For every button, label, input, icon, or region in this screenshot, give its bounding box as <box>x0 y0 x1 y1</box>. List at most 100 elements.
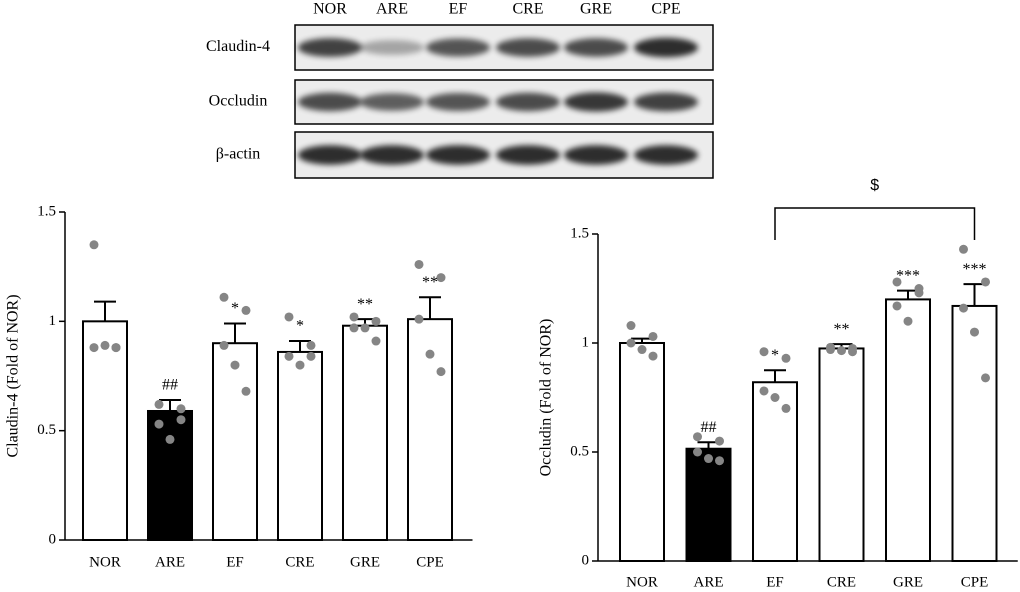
row-label: β-actin <box>216 146 261 163</box>
band <box>634 92 698 112</box>
data-point <box>770 393 780 402</box>
data-point <box>371 336 381 346</box>
data-point <box>284 351 294 361</box>
data-point <box>693 447 702 457</box>
data-point <box>715 456 724 466</box>
data-point <box>959 244 968 254</box>
bar <box>818 347 865 563</box>
band <box>564 38 628 57</box>
data-point <box>89 343 99 353</box>
band <box>634 145 698 165</box>
data-point <box>414 259 424 269</box>
data-point <box>284 312 294 322</box>
x-tick-label: ARE <box>694 574 724 590</box>
bracket-label: $ <box>870 177 879 194</box>
x-tick-label: CPE <box>961 574 989 590</box>
data-point <box>241 305 251 315</box>
x-tick-label: ARE <box>155 554 185 570</box>
x-tick-label: NOR <box>89 554 121 570</box>
band <box>426 38 490 57</box>
data-point <box>903 316 913 326</box>
bar <box>685 447 732 563</box>
data-point <box>626 338 636 348</box>
band <box>496 145 560 165</box>
x-tick-label: EF <box>226 554 244 570</box>
data-point <box>295 360 305 370</box>
data-point <box>648 331 658 341</box>
bar <box>212 342 258 542</box>
data-point <box>837 346 846 356</box>
bar <box>752 381 798 562</box>
significance-label: ** <box>357 296 373 313</box>
data-point <box>165 434 175 444</box>
y-tick-label: 0.5 <box>570 443 589 459</box>
data-point <box>154 399 164 409</box>
western-blot: NOR ARE EF CRE GRE CPE Claudin-4 Occludin β-acti… <box>206 1 714 179</box>
band <box>426 93 490 111</box>
data-point <box>230 360 240 370</box>
x-tick-label: CRE <box>827 574 856 590</box>
data-point <box>759 386 769 396</box>
y-axis-label: Claudin-4 (Fold of NOR) <box>5 294 22 457</box>
data-point <box>414 314 424 324</box>
data-point <box>306 351 316 361</box>
data-point <box>219 340 229 350</box>
y-axis-label: Occludin (Fold of NOR) <box>538 319 555 477</box>
data-point <box>349 323 359 333</box>
lane-label: GRE <box>580 1 612 18</box>
data-point <box>176 404 186 414</box>
band <box>298 145 362 165</box>
data-point <box>219 292 229 302</box>
data-point <box>848 347 857 357</box>
bar <box>951 304 998 562</box>
y-tick-label: 1 <box>582 334 590 350</box>
lane-label: CRE <box>512 1 543 18</box>
data-point <box>781 353 791 363</box>
data-point <box>959 303 968 313</box>
significance-label: * <box>771 347 779 364</box>
data-point <box>154 419 164 429</box>
bar <box>277 350 323 541</box>
x-tick-label: GRE <box>350 554 380 570</box>
lane-label: ARE <box>376 1 408 18</box>
y-tick-label: 0.5 <box>37 422 56 438</box>
significance-label: * <box>296 318 304 335</box>
band <box>564 92 628 112</box>
data-point <box>436 367 446 377</box>
data-point <box>648 351 658 361</box>
significance-label: ## <box>162 377 178 394</box>
band <box>496 38 560 57</box>
y-tick-label: 1 <box>49 313 57 329</box>
data-point <box>436 273 446 283</box>
data-point <box>759 347 769 357</box>
band <box>496 92 560 112</box>
data-point <box>637 345 647 355</box>
data-point <box>349 312 359 322</box>
data-point <box>704 454 713 464</box>
significance-label: * <box>231 300 239 317</box>
band <box>564 145 628 165</box>
bar <box>147 409 193 541</box>
y-tick-label: 1.5 <box>37 203 56 219</box>
bar <box>82 320 128 542</box>
band <box>360 40 424 55</box>
data-point <box>981 277 990 287</box>
x-tick-label: GRE <box>893 574 923 590</box>
significance-label: *** <box>963 261 987 278</box>
lane-label: EF <box>449 1 468 18</box>
data-point <box>781 403 791 413</box>
x-tick-label: CRE <box>285 554 314 570</box>
significance-label: ## <box>701 419 717 436</box>
data-point <box>970 327 979 337</box>
bar <box>342 324 388 541</box>
band <box>360 93 424 111</box>
x-tick-label: EF <box>766 574 784 590</box>
bar <box>885 298 931 562</box>
y-tick-label: 0 <box>582 552 590 568</box>
band <box>298 38 362 57</box>
data-point <box>89 240 99 250</box>
lane-label: NOR <box>313 1 347 18</box>
y-tick-label: 0 <box>49 531 57 547</box>
